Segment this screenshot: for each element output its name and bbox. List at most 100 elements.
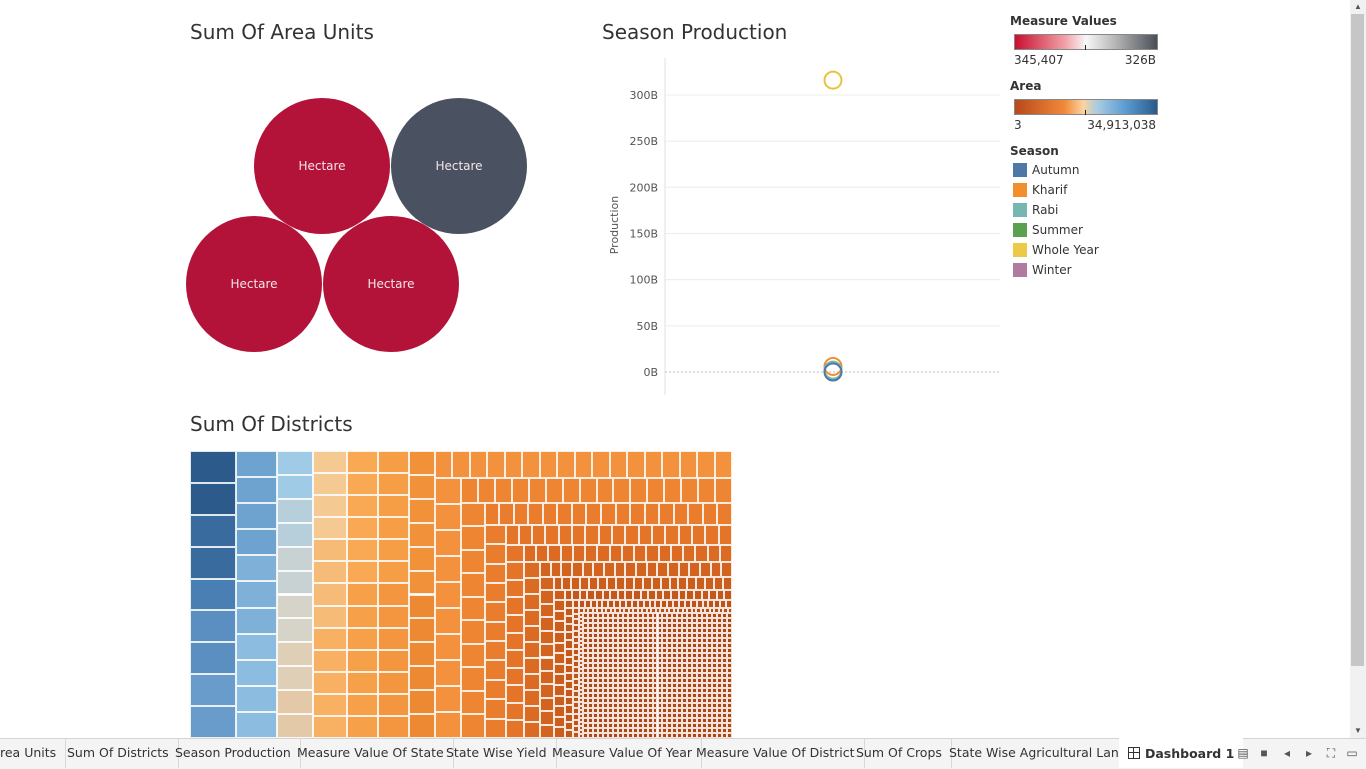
treemap-cell[interactable] xyxy=(719,544,732,562)
treemap-cell[interactable] xyxy=(647,728,653,733)
treemap-cell[interactable] xyxy=(505,720,524,738)
treemap-cell[interactable] xyxy=(662,618,668,623)
treemap-cell[interactable] xyxy=(652,708,658,713)
treemap-cell[interactable] xyxy=(461,478,478,503)
treemap-cell[interactable] xyxy=(524,578,540,594)
treemap-cell[interactable] xyxy=(622,708,628,713)
treemap-cell[interactable] xyxy=(712,673,718,678)
treemap-cell[interactable] xyxy=(594,589,603,600)
treemap-cell[interactable] xyxy=(587,648,593,653)
treemap-cell[interactable] xyxy=(642,613,648,618)
treemap-cell[interactable] xyxy=(624,607,629,613)
treemap-cell[interactable] xyxy=(652,653,658,658)
treemap-cell[interactable] xyxy=(712,703,718,708)
treemap-cell[interactable] xyxy=(707,648,713,653)
tab-measure-value-of-year[interactable]: Measure Value Of Year xyxy=(543,738,703,768)
season-legend-item[interactable]: Whole Year xyxy=(1013,242,1099,258)
treemap-cell[interactable] xyxy=(642,698,648,703)
treemap-cell[interactable] xyxy=(673,599,679,608)
treemap-cell[interactable] xyxy=(313,561,347,584)
treemap-cell[interactable] xyxy=(564,607,573,617)
treemap-cell[interactable] xyxy=(702,708,708,713)
treemap-cell[interactable] xyxy=(692,658,698,663)
treemap-cell[interactable] xyxy=(600,502,616,525)
treemap-cell[interactable] xyxy=(573,649,579,655)
treemap-cell[interactable] xyxy=(687,623,693,628)
treemap-cell[interactable] xyxy=(484,660,506,680)
treemap-cell[interactable] xyxy=(717,613,723,618)
treemap-cell[interactable] xyxy=(579,697,583,702)
treemap-cell[interactable] xyxy=(587,713,593,718)
treemap-cell[interactable] xyxy=(722,673,728,678)
treemap-cell[interactable] xyxy=(573,637,579,644)
season-legend-item[interactable]: Kharif xyxy=(1013,182,1067,198)
treemap-cell[interactable] xyxy=(657,703,663,708)
treemap-cell[interactable] xyxy=(583,703,588,708)
treemap-cell[interactable] xyxy=(697,638,703,643)
treemap-cell[interactable] xyxy=(277,618,313,643)
treemap-cell[interactable] xyxy=(687,648,693,653)
treemap-cell[interactable] xyxy=(702,658,708,663)
treemap-cell[interactable] xyxy=(494,478,512,503)
treemap-cell[interactable] xyxy=(571,502,587,525)
treemap-cell[interactable] xyxy=(727,633,732,638)
treemap-cell[interactable] xyxy=(667,638,673,643)
treemap-cell[interactable] xyxy=(564,672,573,682)
treemap-cell[interactable] xyxy=(652,713,658,718)
treemap-cell[interactable] xyxy=(702,653,708,658)
treemap-cell[interactable] xyxy=(727,708,732,713)
treemap-cell[interactable] xyxy=(583,673,588,678)
treemap-cell[interactable] xyxy=(573,607,579,614)
treemap-cell[interactable] xyxy=(722,663,728,668)
treemap-cell[interactable] xyxy=(677,678,683,683)
treemap-cell[interactable] xyxy=(602,698,608,703)
treemap-cell[interactable] xyxy=(667,633,673,638)
treemap-cell[interactable] xyxy=(579,633,583,638)
treemap-cell[interactable] xyxy=(592,728,598,733)
treemap-cell[interactable] xyxy=(236,477,277,504)
treemap-cell[interactable] xyxy=(602,599,609,608)
treemap-cell[interactable] xyxy=(632,638,638,643)
treemap-cell[interactable] xyxy=(553,716,565,728)
treemap-cell[interactable] xyxy=(602,703,608,708)
treemap-cell[interactable] xyxy=(715,478,732,503)
treemap-cell[interactable] xyxy=(612,703,618,708)
treemap-cell[interactable] xyxy=(592,658,598,663)
treemap-cell[interactable] xyxy=(717,713,723,718)
treemap-cell[interactable] xyxy=(697,628,703,633)
treemap-cell[interactable] xyxy=(707,728,713,733)
treemap-cell[interactable] xyxy=(632,733,638,738)
treemap-cell[interactable] xyxy=(632,718,638,723)
treemap-cell[interactable] xyxy=(677,673,683,678)
treemap-cell[interactable] xyxy=(622,678,628,683)
treemap-cell[interactable] xyxy=(409,642,435,667)
treemap-cell[interactable] xyxy=(277,474,313,499)
bubble-hectare[interactable]: Hectare xyxy=(391,98,527,234)
treemap-cell[interactable] xyxy=(435,608,461,634)
treemap-cell[interactable] xyxy=(562,478,580,503)
treemap-cell[interactable] xyxy=(637,658,643,663)
treemap-cell[interactable] xyxy=(727,607,732,613)
treemap-cell[interactable] xyxy=(617,648,623,653)
treemap-cell[interactable] xyxy=(627,618,633,623)
treemap-cell[interactable] xyxy=(647,668,653,673)
treemap-cell[interactable] xyxy=(682,613,688,618)
treemap-cell[interactable] xyxy=(657,648,663,653)
treemap-cell[interactable] xyxy=(435,451,453,478)
treemap-cell[interactable] xyxy=(592,723,598,728)
treemap-cell[interactable] xyxy=(579,621,583,626)
treemap-cell[interactable] xyxy=(553,577,563,590)
treemap-cell[interactable] xyxy=(672,718,678,723)
treemap-cell[interactable] xyxy=(697,708,703,713)
treemap-cell[interactable] xyxy=(678,607,683,613)
treemap-cell[interactable] xyxy=(524,722,540,738)
treemap-cell[interactable] xyxy=(722,678,728,683)
treemap-cell[interactable] xyxy=(592,708,598,713)
treemap-cell[interactable] xyxy=(236,659,277,686)
treemap-cell[interactable] xyxy=(617,698,623,703)
treemap-cell[interactable] xyxy=(524,610,540,626)
treemap-cell[interactable] xyxy=(277,714,313,738)
treemap-cell[interactable] xyxy=(642,713,648,718)
treemap-cell[interactable] xyxy=(592,678,598,683)
treemap-cell[interactable] xyxy=(505,579,524,598)
